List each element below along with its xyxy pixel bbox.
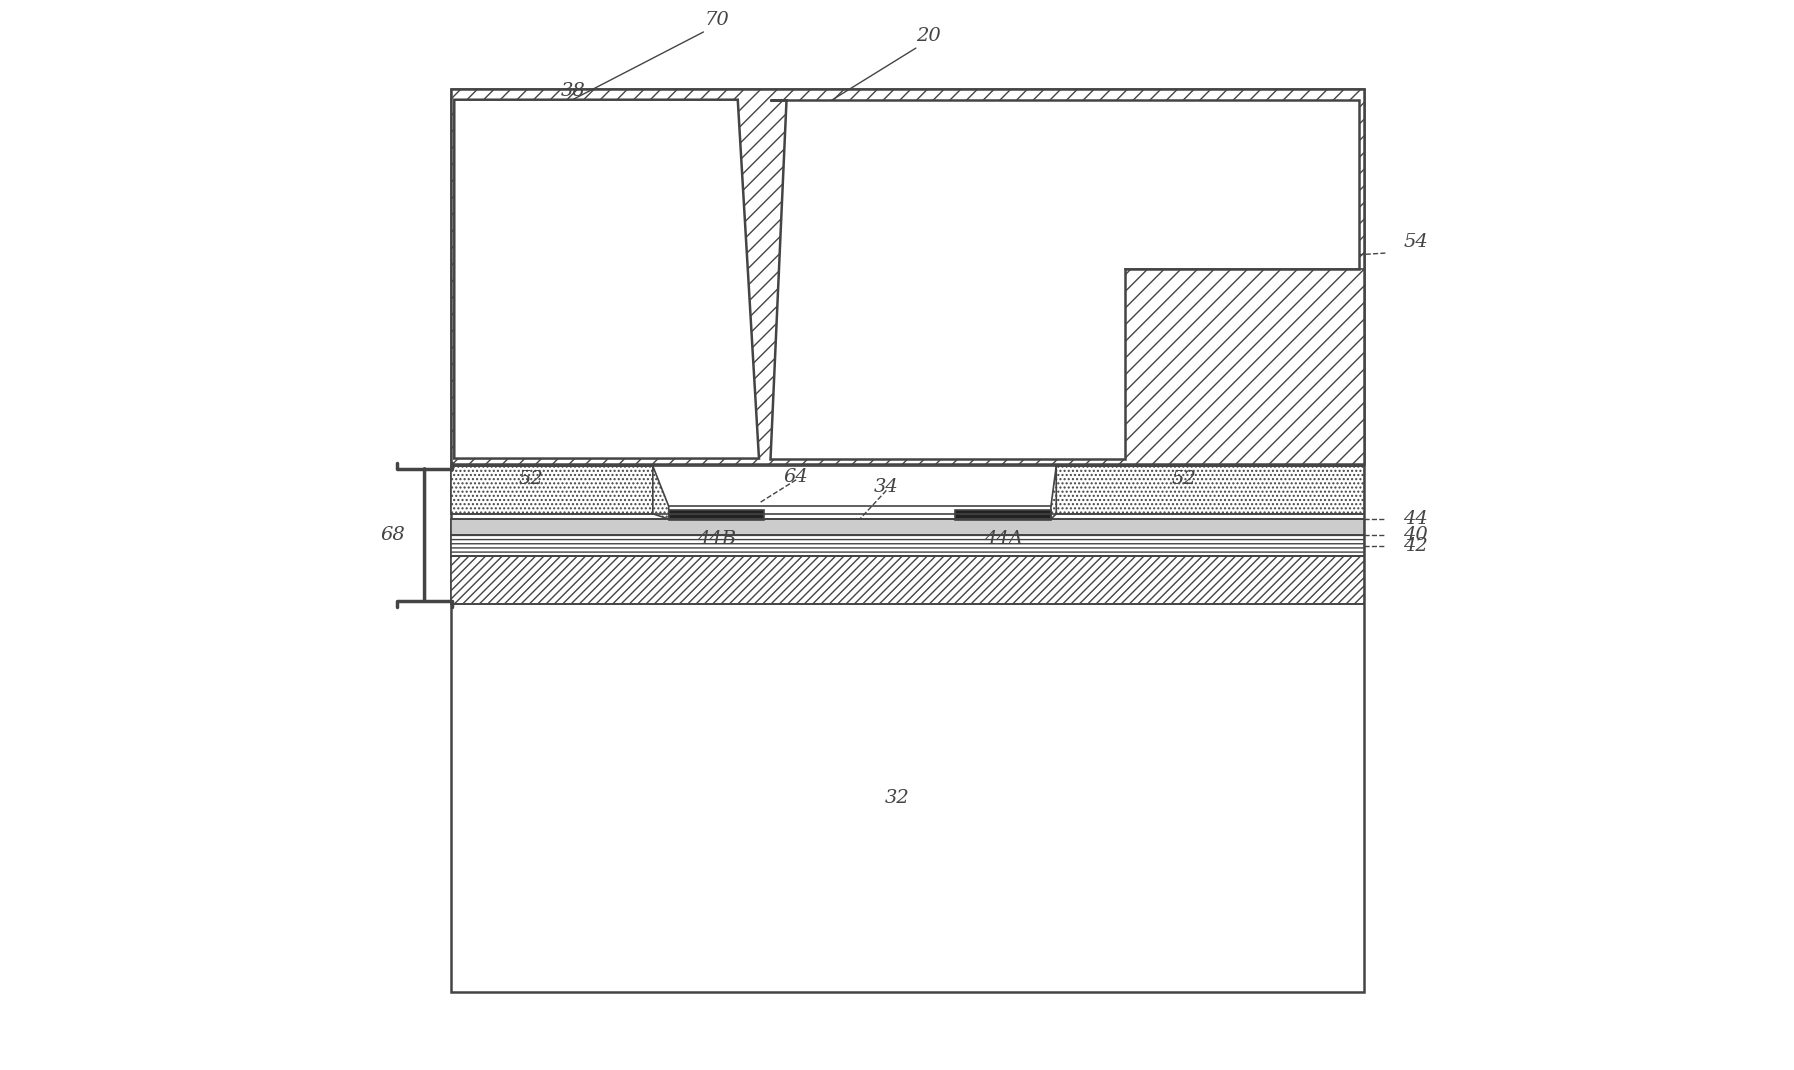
Bar bbox=[1057, 467, 1363, 514]
Bar bbox=[956, 509, 1051, 520]
Polygon shape bbox=[770, 100, 1358, 459]
Bar bbox=[450, 556, 1363, 603]
Text: 54: 54 bbox=[1403, 233, 1428, 251]
Text: 68: 68 bbox=[380, 526, 405, 544]
Text: 38: 38 bbox=[562, 82, 585, 101]
Polygon shape bbox=[653, 467, 669, 519]
Text: 18: 18 bbox=[1215, 186, 1238, 203]
Bar bbox=[450, 519, 1363, 535]
Text: 44B: 44B bbox=[696, 531, 736, 548]
Text: 20: 20 bbox=[917, 27, 942, 45]
Text: 36: 36 bbox=[884, 317, 910, 335]
Text: 34: 34 bbox=[874, 478, 899, 496]
Text: 32: 32 bbox=[884, 789, 910, 807]
Bar bbox=[450, 535, 1363, 556]
Text: 66: 66 bbox=[996, 433, 1021, 452]
Polygon shape bbox=[454, 100, 759, 459]
Bar bbox=[669, 509, 764, 520]
Bar bbox=[450, 89, 1363, 992]
Text: 64: 64 bbox=[784, 468, 809, 486]
Text: 52: 52 bbox=[1171, 470, 1197, 488]
Text: 44: 44 bbox=[1403, 510, 1428, 529]
Text: 42: 42 bbox=[1403, 537, 1428, 554]
Text: 52: 52 bbox=[518, 470, 544, 488]
Bar bbox=[450, 89, 1363, 464]
Text: 70: 70 bbox=[703, 11, 728, 29]
Text: 44A: 44A bbox=[983, 531, 1023, 548]
Text: 40: 40 bbox=[1403, 526, 1428, 544]
Bar bbox=[450, 467, 653, 514]
Polygon shape bbox=[1051, 467, 1057, 519]
